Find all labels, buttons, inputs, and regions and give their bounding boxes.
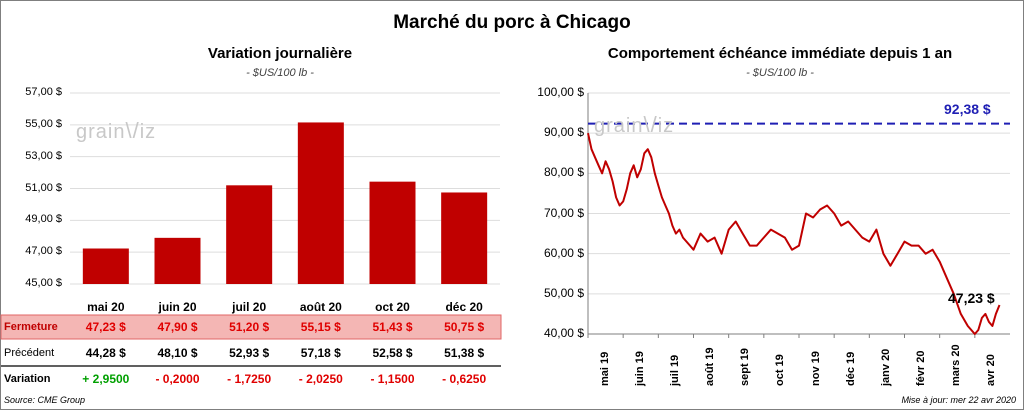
table-cell: 47,23 $ [85, 320, 126, 334]
x-tick-label: avr 20 [985, 354, 998, 386]
right-y-tick-label: 80,00 $ [543, 165, 584, 180]
right-chart-series [587, 122, 1010, 335]
x-tick-label: juin 19 [633, 351, 646, 386]
table-cell: - 0,2000 [155, 372, 200, 386]
bar-4 [369, 181, 416, 284]
right-y-tick-label: 90,00 $ [543, 125, 584, 140]
x-tick-label: déc 19 [844, 351, 857, 386]
right-y-tick-label: 40,00 $ [543, 326, 584, 340]
right-chart-unit: - $US/100 lb - [746, 67, 814, 79]
left-y-tick-label: 57,00 $ [25, 86, 62, 98]
left-chart-title: Variation journalière [207, 45, 353, 62]
source-note: Source: CME Group [4, 395, 86, 405]
table-cell: 44,28 $ [85, 346, 126, 360]
table-cell: 51,20 $ [229, 320, 270, 334]
left-y-tick-label: 53,00 $ [25, 149, 62, 162]
category-label: août 20 [299, 300, 342, 314]
bar-2 [226, 185, 273, 284]
x-tick-label: janv 20 [879, 348, 892, 386]
bar-3 [297, 122, 344, 284]
table-cell: 51,43 $ [372, 320, 413, 334]
table-cell: 52,93 $ [229, 346, 270, 360]
category-label: oct 20 [375, 300, 410, 314]
x-tick-label: août 19 [704, 347, 717, 386]
left-y-tick-label: 45,00 $ [25, 277, 62, 289]
bar-5 [441, 192, 488, 284]
watermark-left: grain\/iz [76, 118, 157, 143]
right-chart-title: Comportement échéance immédiate depuis 1… [607, 45, 953, 62]
table-cell: 52,58 $ [372, 346, 413, 360]
fermeture-row-bg [0, 314, 502, 340]
x-tick-label: sept 19 [739, 348, 752, 386]
category-label: mai 20 [87, 300, 125, 314]
table-cell: + 2,9500 [82, 372, 130, 386]
table-cell: - 2,0250 [298, 372, 343, 386]
left-chart-grid [70, 92, 500, 285]
category-label: juil 20 [232, 300, 267, 314]
row-label-precedent: Précédent [4, 347, 55, 359]
left-chart-bars [82, 122, 488, 284]
x-tick-label: juil 19 [668, 354, 681, 386]
update-note: Mise à jour: mer 22 avr 2020 [901, 395, 1016, 405]
table-cell: 55,15 $ [300, 320, 341, 334]
x-tick-label: févr 20 [915, 350, 928, 386]
main-title: Marché du porc à Chicago [393, 12, 631, 33]
category-label: déc 20 [445, 300, 483, 314]
table-cell: 51,38 $ [444, 346, 485, 360]
table-cell: 57,18 $ [300, 346, 341, 360]
bar-0 [82, 248, 129, 284]
x-tick-label: nov 19 [809, 351, 822, 386]
table-cell: 47,90 $ [157, 320, 198, 334]
right-y-tick-label: 50,00 $ [543, 285, 584, 300]
table-cell: 50,75 $ [444, 320, 485, 334]
left-y-tick-label: 51,00 $ [25, 181, 62, 194]
row-label-variation: Variation [4, 373, 51, 385]
last-value-label: 47,23 $ [948, 290, 995, 306]
table-cell: - 1,7250 [227, 372, 272, 386]
table-cell: - 1,1500 [370, 372, 415, 386]
table-cell: 48,10 $ [157, 346, 198, 360]
category-label: juin 20 [158, 300, 197, 314]
bar-1 [154, 237, 201, 284]
x-tick-label: mai 19 [598, 351, 611, 386]
right-y-tick-label: 100,00 $ [537, 85, 584, 99]
left-y-tick-label: 47,00 $ [25, 245, 62, 258]
left-y-tick-label: 55,00 $ [25, 117, 62, 130]
watermark-right: grain\/iz [594, 112, 675, 137]
right-chart-grid [587, 92, 1010, 338]
left-y-tick-label: 49,00 $ [25, 213, 62, 226]
price-line [587, 132, 1001, 335]
x-tick-label: oct 19 [774, 354, 787, 386]
right-y-tick-label: 70,00 $ [543, 205, 584, 220]
table-cell: - 0,6250 [442, 372, 487, 386]
row-label-fermeture: Fermeture [4, 321, 58, 333]
x-tick-label: mars 20 [950, 344, 963, 386]
left-chart-unit: - $US/100 lb - [246, 67, 314, 79]
right-y-tick-label: 60,00 $ [543, 245, 584, 260]
reference-value-label: 92,38 $ [944, 101, 991, 117]
